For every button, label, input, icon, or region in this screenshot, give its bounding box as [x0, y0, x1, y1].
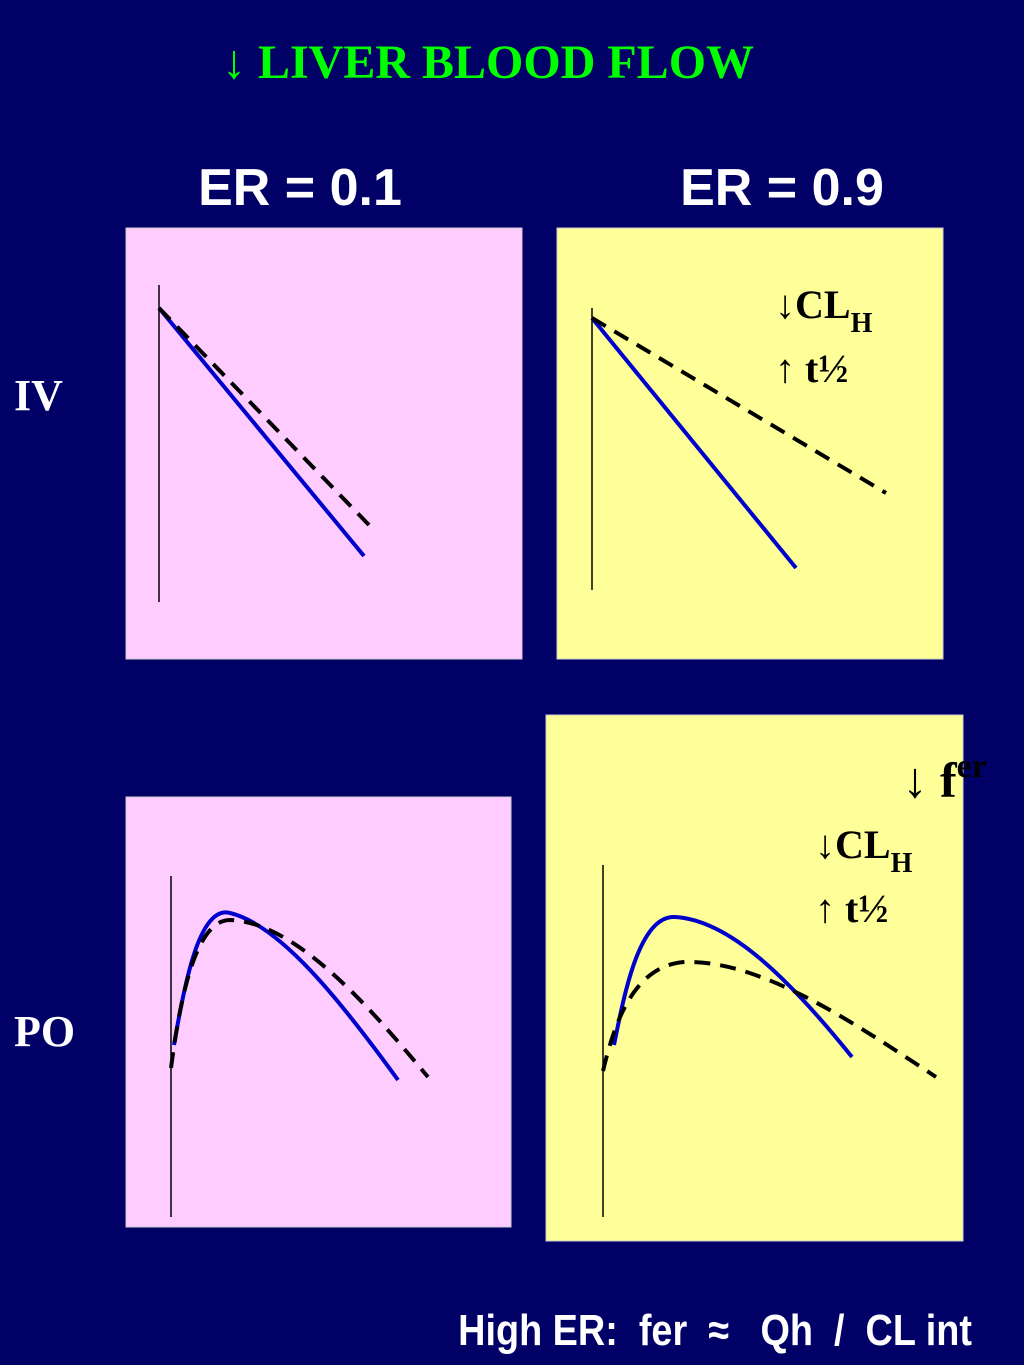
superscript: er — [957, 748, 987, 785]
footer: High ER: fer ≈ Qh / CL int — [458, 1305, 972, 1354]
curve — [157, 306, 366, 558]
annotation: ↑ t½ — [815, 886, 888, 931]
annotation: ↑ t½ — [775, 346, 848, 391]
subscript: H — [891, 848, 913, 879]
panel: ↓ fer ↓CLH ↑ t½ — [545, 714, 1024, 1242]
curve-dashed — [601, 959, 938, 1079]
curve-dashed — [169, 917, 430, 1079]
panel-bg — [125, 796, 512, 1228]
annotation-text: ↓ f — [903, 752, 959, 808]
annotation: ↓ fer — [815, 732, 1024, 808]
curve — [590, 316, 798, 570]
annotation: ↓CLH — [815, 822, 913, 879]
panel-bg — [556, 227, 944, 660]
column-header: ER = 0.9 — [680, 159, 884, 217]
panel: ↓CLH ↑ t½ — [556, 227, 944, 660]
annotation: ↓CLH — [775, 282, 873, 339]
column-header: ER = 0.1 — [198, 159, 402, 217]
annotation-text: ↓CL — [815, 822, 891, 867]
panel-bg — [125, 227, 523, 660]
curve-dashed — [590, 316, 888, 495]
panel-bg — [545, 714, 964, 1242]
title: ↓ LIVER BLOOD FLOW — [222, 36, 754, 89]
annotation-text: ↓CL — [775, 282, 851, 327]
row-label: PO — [14, 1007, 75, 1056]
subscript: H — [851, 308, 873, 339]
panel — [125, 227, 523, 660]
curve — [612, 914, 854, 1059]
row-label: IV — [14, 371, 63, 420]
panel — [125, 796, 512, 1228]
